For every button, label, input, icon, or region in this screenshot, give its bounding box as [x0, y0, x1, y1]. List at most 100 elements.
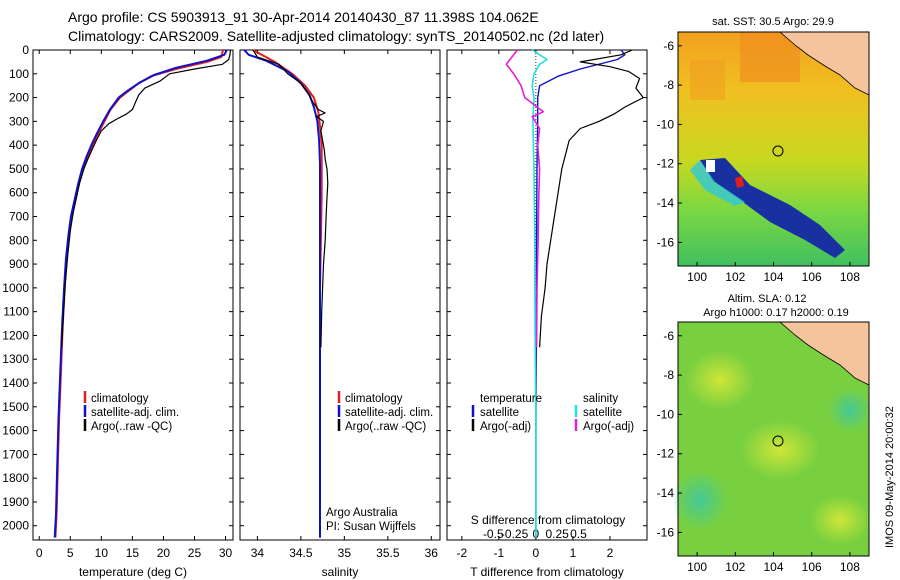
x-tick-label: 0: [533, 546, 540, 560]
salinity-x-axis: 34 34.5 35 35.5 36: [251, 50, 439, 560]
sla-low-blob: [828, 388, 872, 432]
x-tick-label: 2: [607, 546, 614, 560]
side-timestamp-label: IMOS 09-May-2014 20:00:32: [884, 406, 896, 548]
lat-tick-label: -14: [657, 196, 675, 210]
lat-tick-label: -6: [663, 39, 674, 53]
x-tick-label: -1: [494, 546, 505, 560]
depth-tick-label: 1700: [2, 447, 29, 461]
lon-tick-label: 100: [687, 560, 707, 574]
depth-tick-label: 2000: [2, 519, 29, 533]
lat-tick-label: -6: [663, 329, 674, 343]
argo-position-marker: [772, 145, 784, 157]
difference-top-x-axis: -0.5-0.25 0 0.25 0.5: [483, 527, 587, 541]
series-line-temperature-argo-raw-qc-: [61, 49, 232, 348]
depth-tick-label: 1800: [2, 471, 29, 485]
depth-tick-label: 1400: [2, 376, 29, 390]
depth-tick-label: 1100: [3, 305, 29, 319]
lat-tick-label: -8: [663, 368, 674, 382]
x-tick-label: 15: [126, 546, 140, 560]
sst-map: [677, 31, 870, 267]
sst-cyan-band: [690, 160, 745, 206]
legend-label-satellite: satellite-adj. clim.: [345, 407, 433, 419]
x-tick-label: 34.5: [289, 546, 313, 560]
sst-map-title: sat. SST: 30.5 Argo: 29.9: [712, 16, 834, 28]
depth-tick-label: 1000: [2, 281, 29, 295]
difference-x-label: T difference from climatology: [470, 565, 624, 579]
legend-label-temp-satellite: satellite: [480, 407, 519, 419]
legend-label-temp-argo: Argo(-adj): [480, 421, 531, 433]
depth-tick-label: 200: [9, 91, 29, 105]
sst-red-spot: [735, 176, 744, 188]
depth-tick-label: 300: [9, 114, 29, 128]
temperature-legend: climatology satellite-adj. clim. Argo(..…: [83, 391, 179, 433]
lat-tick-label: -12: [657, 447, 675, 461]
x-tick-label: 0: [36, 546, 43, 560]
series-line-salinity-satellite-adj-clim-: [243, 49, 321, 538]
difference-panel-frame: [446, 49, 648, 541]
lat-tick-label: -16: [657, 525, 675, 539]
lon-tick-label: 104: [763, 270, 783, 284]
legend-label-sal-satellite: satellite: [583, 407, 622, 419]
difference-legend: temperature satellite Argo(-adj) salinit…: [471, 393, 634, 433]
lon-tick-label: 106: [802, 270, 822, 284]
lat-tick-label: -8: [663, 78, 674, 92]
sla-high-blob: [810, 495, 870, 545]
legend-label-argo: Argo(..raw -QC): [91, 421, 172, 433]
sla-map: [672, 321, 872, 557]
depth-tick-label: 800: [9, 233, 29, 247]
top-x-tick-label: 0.25: [546, 527, 570, 541]
lat-tick-label: -12: [657, 157, 675, 171]
x-tick-label: 30: [219, 546, 233, 560]
depth-tick-label: 1300: [2, 352, 29, 366]
title-line-2: Climatology: CARS2009. Satellite-adjuste…: [68, 28, 604, 44]
lon-tick-label: 100: [687, 270, 707, 284]
legend-title-salinity: salinity: [583, 393, 618, 405]
sla-low-blob: [672, 470, 728, 530]
top-x-tick-label: -0.5: [483, 527, 504, 541]
temperature-x-axis: 0 5 10 15 20 25 30: [36, 50, 233, 560]
depth-tick-label: 900: [9, 257, 29, 271]
sla-high-blob: [740, 420, 820, 480]
series-line-salinity-argo-raw-qc-: [252, 49, 329, 348]
sla-map-title-1: Altim. SLA: 0.12: [728, 293, 807, 305]
argo-position-marker: [772, 435, 784, 447]
legend-title-temperature: temperature: [480, 393, 542, 405]
legend-label-sal-argo: Argo(-adj): [583, 421, 634, 433]
lat-tick-label: -16: [657, 235, 675, 249]
depth-axis: 0 100 200 300 400 500 600 700 800 900 1000 1100 1200…: [2, 43, 647, 533]
temperature-x-label: temperature (deg C): [79, 565, 187, 579]
salinity-legend: climatology satellite-adj. clim. Argo(..…: [337, 391, 433, 433]
legend-label-satellite: satellite-adj. clim.: [91, 407, 179, 419]
sst-missing-data: [706, 160, 715, 172]
sst-warm-patch: [690, 60, 725, 100]
series-line-difference-temperature-satellite: [535, 49, 626, 538]
difference-top-x-label: S difference from climatology: [471, 513, 626, 527]
credit-line-2: PI: Susan Wijffels: [326, 521, 416, 533]
depth-tick-label: 1600: [2, 424, 29, 438]
legend-label-argo: Argo(..raw -QC): [345, 421, 426, 433]
series-line-salinity-climatology: [252, 49, 323, 538]
top-x-tick-label: -0.25: [501, 527, 529, 541]
depth-tick-label: 0: [22, 43, 29, 57]
top-x-tick-label: 0.5: [570, 527, 587, 541]
depth-tick-label: 500: [9, 162, 29, 176]
profile-series: [53, 49, 644, 538]
x-tick-label: 5: [67, 546, 74, 560]
x-tick-label: 1: [570, 546, 577, 560]
depth-tick-label: 700: [9, 210, 29, 224]
x-tick-label: 35.5: [376, 546, 400, 560]
lon-tick-label: 108: [840, 270, 860, 284]
temperature-panel-frame: [32, 49, 234, 541]
x-tick-label: 10: [95, 546, 109, 560]
x-tick-label: 36: [425, 546, 439, 560]
series-line-difference-salinity-argo-adj-: [505, 49, 545, 348]
legend-label-climatology: climatology: [345, 393, 403, 405]
series-line-temperature-satellite-adj-clim-: [53, 49, 228, 538]
lon-tick-label: 108: [840, 560, 860, 574]
depth-tick-label: 1900: [2, 495, 29, 509]
x-tick-label: 20: [157, 546, 171, 560]
x-tick-label: 34: [251, 546, 265, 560]
series-line-difference-salinity-satellite: [531, 49, 548, 538]
series-line-temperature-climatology: [54, 49, 225, 538]
